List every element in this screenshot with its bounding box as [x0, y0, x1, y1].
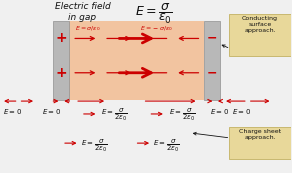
Text: $E=-\sigma/\varepsilon_0$: $E=-\sigma/\varepsilon_0$	[140, 24, 173, 33]
FancyBboxPatch shape	[229, 127, 291, 160]
Text: −: −	[207, 66, 218, 79]
Text: $E=\sigma/\varepsilon_0$: $E=\sigma/\varepsilon_0$	[75, 24, 101, 33]
Text: $E=0$: $E=0$	[42, 107, 61, 116]
FancyBboxPatch shape	[229, 13, 291, 56]
Text: $E=0$: $E=0$	[210, 107, 229, 116]
Text: $E=\dfrac{\sigma}{2\varepsilon_0}$: $E=\dfrac{\sigma}{2\varepsilon_0}$	[81, 138, 107, 154]
Text: $E=\dfrac{\sigma}{2\varepsilon_0}$: $E=\dfrac{\sigma}{2\varepsilon_0}$	[169, 107, 195, 124]
Bar	[204, 21, 220, 100]
Bar	[69, 21, 204, 100]
Text: $E=0$: $E=0$	[3, 107, 22, 116]
Text: Electric field
in gap: Electric field in gap	[55, 2, 110, 22]
Text: −: −	[207, 32, 218, 45]
Text: $E=\dfrac{\sigma}{2\varepsilon_0}$: $E=\dfrac{\sigma}{2\varepsilon_0}$	[154, 138, 180, 154]
Bar	[53, 21, 69, 100]
Text: +: +	[55, 66, 67, 80]
Text: Conducting
surface
approach.: Conducting surface approach.	[242, 16, 278, 33]
Text: $E=\dfrac{\sigma}{2\varepsilon_0}$: $E=\dfrac{\sigma}{2\varepsilon_0}$	[101, 107, 128, 124]
Text: Charge sheet
approach.: Charge sheet approach.	[239, 129, 281, 140]
Text: $E = \dfrac{\sigma}{\varepsilon_0}$: $E = \dfrac{\sigma}{\varepsilon_0}$	[135, 2, 173, 26]
Text: $E=0$: $E=0$	[232, 107, 251, 116]
Text: +: +	[55, 31, 67, 45]
